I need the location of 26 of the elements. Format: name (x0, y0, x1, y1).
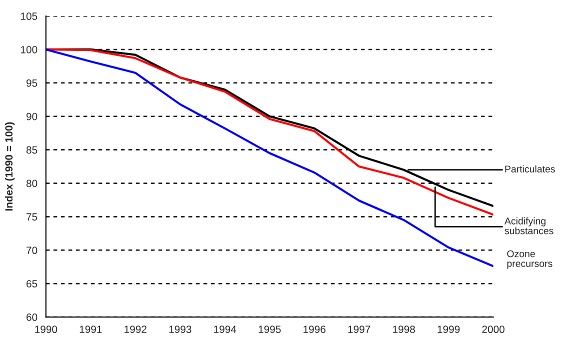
x-tick-label: 1995 (258, 326, 281, 334)
x-tick-label: 2000 (482, 326, 504, 334)
x-tick-label: 1992 (124, 326, 146, 334)
y-tick-label: 65 (26, 280, 38, 288)
annotation: Acidifying substances (504, 217, 554, 234)
y-axis-title: Index (1990 = 100) (4, 122, 15, 211)
y-tick-label: 95 (26, 79, 38, 87)
line-series (46, 48, 494, 268)
x-tick-label: 1998 (393, 326, 415, 334)
y-tick-label: 100 (21, 46, 38, 54)
y-tick-label: 75 (26, 213, 38, 221)
x-tick-label: 1993 (169, 326, 192, 334)
x-tick-label: 1994 (214, 326, 236, 334)
y-tick-label: 90 (26, 112, 38, 120)
x-tick-label: 1997 (348, 326, 370, 334)
y-tick-label: 60 (26, 314, 38, 321)
x-tick-label: 1999 (438, 326, 460, 334)
y-tick-label: 85 (26, 146, 38, 154)
y-tick-label: 80 (26, 180, 38, 188)
y-tick-label: 105 (21, 12, 38, 20)
annotation: Ozone precursors (507, 250, 552, 269)
y-tick-label: 70 (26, 246, 38, 254)
x-tick-label: 1996 (304, 326, 326, 334)
x-tick-label: 1990 (35, 326, 58, 334)
annotation: Particulates (505, 165, 555, 172)
x-tick-label: 1991 (80, 326, 102, 334)
